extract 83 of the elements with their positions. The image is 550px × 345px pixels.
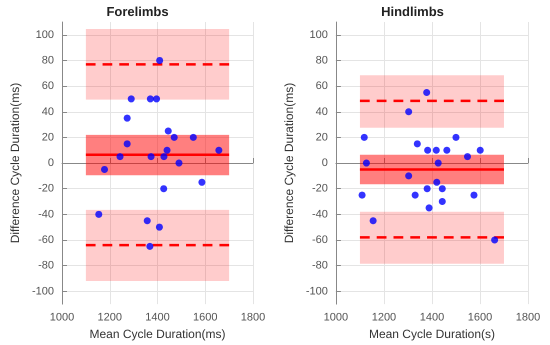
point (405, 172, 412, 180)
point (175, 160, 182, 167)
y-tick-label: -60 (38, 234, 54, 246)
point (128, 95, 135, 102)
point (164, 127, 172, 134)
point (146, 95, 154, 102)
y-tick-label: 40 (42, 106, 54, 118)
x-tick-label: 1200 (98, 312, 122, 324)
point (423, 89, 430, 96)
x-tick-label: 1200 (372, 312, 396, 324)
point (124, 114, 131, 122)
point (476, 146, 484, 154)
point (424, 185, 431, 192)
point (491, 236, 498, 244)
point (434, 160, 442, 167)
point (215, 146, 222, 154)
x-tick-label: 1400 (145, 312, 170, 324)
point (153, 95, 160, 102)
point (170, 134, 178, 141)
y-tick-label: -20 (312, 182, 328, 195)
point (148, 153, 155, 160)
x-tick-label: 1800 (240, 312, 266, 324)
y-tick-label: -20 (38, 182, 54, 195)
x-axis-title: Mean Cycle Duration(s) (368, 327, 495, 341)
y-tick-label: 100 (36, 28, 54, 41)
x-tick-label: 1800 (516, 312, 540, 324)
point (95, 210, 102, 218)
y-tick-label: -100 (32, 285, 54, 298)
point (362, 160, 370, 167)
x-axis-title: Mean Cycle Duration(ms) (89, 327, 226, 341)
y-axis-title: Difference Cycle Duration(ms) (282, 82, 296, 244)
y-tick-label: 60 (42, 80, 54, 92)
point (426, 204, 433, 212)
y-tick-label: -100 (306, 285, 328, 298)
point (124, 140, 131, 148)
y-tick-label: 20 (42, 131, 54, 144)
y-tick-label: 80 (316, 54, 328, 66)
x-tick-label: 1600 (193, 312, 218, 324)
point (146, 242, 154, 250)
y-tick-label: -60 (312, 234, 328, 246)
point (160, 153, 168, 160)
y-tick-label: 0 (48, 157, 54, 170)
x-tick-label: 1400 (420, 312, 444, 324)
point (116, 153, 124, 160)
x-tick-label: 1000 (50, 312, 74, 324)
point (438, 198, 446, 206)
point (412, 192, 419, 199)
point (414, 140, 421, 148)
point (101, 166, 108, 173)
point (438, 185, 446, 192)
y-tick-label: -80 (38, 260, 54, 272)
point (358, 192, 366, 199)
y-tick-label: 20 (316, 131, 328, 144)
point (156, 224, 163, 231)
chart-title: Forelimbs (106, 4, 169, 19)
point (360, 134, 368, 141)
point (160, 185, 168, 192)
point (405, 108, 412, 116)
y-tick-label: -40 (312, 208, 328, 220)
point (452, 134, 460, 141)
x-tick-label: 1600 (468, 312, 492, 324)
point (190, 134, 197, 141)
point (432, 146, 440, 154)
y-tick-label: -80 (312, 260, 328, 272)
point (370, 217, 377, 224)
y-tick-label: 100 (310, 28, 328, 41)
point (464, 153, 471, 160)
point (433, 178, 440, 186)
point (164, 146, 171, 154)
y-tick-label: 40 (316, 106, 328, 118)
y-tick-label: 0 (322, 157, 328, 170)
chart-title: Hindlimbs (381, 4, 444, 19)
point (470, 192, 478, 199)
point (424, 146, 432, 154)
y-tick-label: 60 (316, 80, 328, 92)
point (156, 56, 164, 64)
point (443, 146, 450, 154)
y-tick-label: 80 (42, 54, 54, 66)
point (144, 217, 151, 224)
y-tick-label: -40 (38, 208, 54, 220)
point (198, 178, 206, 186)
x-tick-label: 1000 (324, 312, 348, 324)
y-axis-title: Difference Cycle Duration(ms) (8, 82, 22, 244)
